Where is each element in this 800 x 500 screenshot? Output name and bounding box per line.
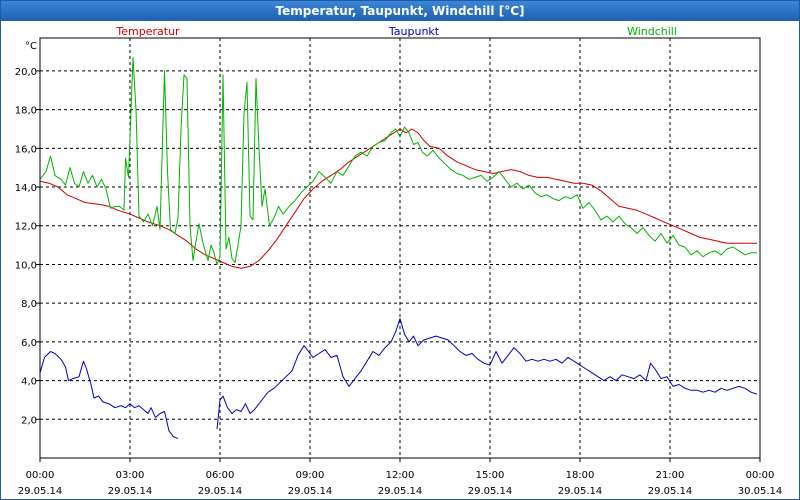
y-axis-ticks: 2,0 4,0 6,0 8,0 10,0 12,0 14,0 16,0 18,0 20,0 bbox=[15, 67, 40, 426]
x-tick-date-label: 29.05.14 bbox=[648, 486, 693, 497]
grid bbox=[40, 38, 760, 458]
y-tick-label: 6,0 bbox=[21, 338, 37, 349]
x-tick-date-label: 29.05.14 bbox=[378, 486, 423, 497]
legend-entry-taupunkt: Taupunkt bbox=[388, 25, 440, 38]
y-tick-label: 20,0 bbox=[15, 67, 37, 78]
y-tick-label: 18,0 bbox=[15, 106, 37, 117]
x-tick-date-label: 29.05.14 bbox=[468, 486, 513, 497]
y-tick-label: 10,0 bbox=[15, 260, 37, 271]
x-tick-time-label: 03:00 bbox=[116, 470, 145, 481]
x-tick-time-label: 18:00 bbox=[566, 470, 595, 481]
y-axis-unit-label: °C bbox=[25, 41, 37, 52]
y-tick-label: 8,0 bbox=[21, 299, 37, 310]
x-tick-time-label: 00:00 bbox=[26, 470, 55, 481]
y-tick-label: 12,0 bbox=[15, 222, 37, 233]
y-tick-label: 14,0 bbox=[15, 183, 37, 194]
x-tick-date-label: 30.05.14 bbox=[738, 486, 783, 497]
x-tick-date-label: 29.05.14 bbox=[18, 486, 63, 497]
x-tick-date-label: 29.05.14 bbox=[108, 486, 153, 497]
chart-title: Temperatur, Taupunkt, Windchill [°C] bbox=[1, 1, 799, 21]
legend-entry-windchill: Windchill bbox=[627, 25, 677, 38]
series-line-temperatur bbox=[39, 128, 757, 269]
legend-entry-temperatur: Temperatur bbox=[115, 25, 180, 38]
x-axis-ticks: 00:00 29.05.14 03:00 29.05.14 06:00 29.05.14 0… bbox=[18, 458, 783, 497]
x-tick-date-label: 29.05.14 bbox=[558, 486, 603, 497]
y-tick-label: 4,0 bbox=[21, 377, 37, 388]
y-tick-label: 16,0 bbox=[15, 144, 37, 155]
x-tick-time-label: 06:00 bbox=[206, 470, 235, 481]
legend: Temperatur Taupunkt Windchill bbox=[115, 25, 677, 38]
x-tick-time-label: 21:00 bbox=[656, 470, 685, 481]
series-line-windchill bbox=[39, 56, 757, 265]
x-tick-time-label: 09:00 bbox=[296, 470, 325, 481]
x-tick-time-label: 00:00 bbox=[746, 470, 775, 481]
series-lines bbox=[39, 56, 758, 440]
y-tick-label: 2,0 bbox=[21, 415, 37, 426]
x-tick-time-label: 12:00 bbox=[386, 470, 415, 481]
x-tick-date-label: 29.05.14 bbox=[198, 486, 243, 497]
x-tick-date-label: 29.05.14 bbox=[288, 486, 333, 497]
x-tick-time-label: 15:00 bbox=[476, 470, 505, 481]
series-line-taupunkt bbox=[39, 318, 758, 440]
